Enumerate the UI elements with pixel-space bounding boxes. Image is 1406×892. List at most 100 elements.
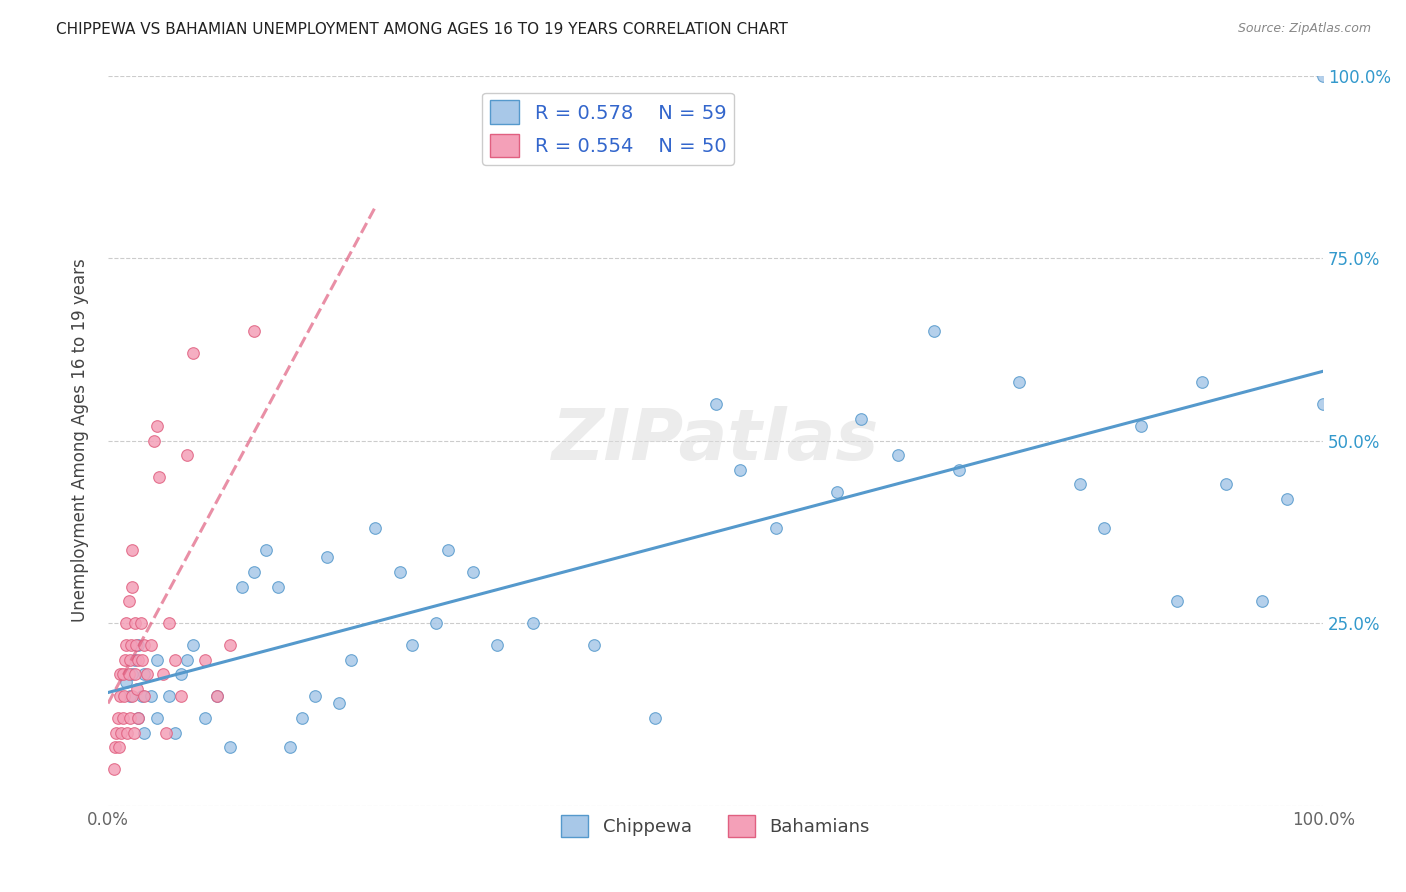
Point — [243, 324, 266, 338]
Point — [485, 638, 508, 652]
Point — [108, 667, 131, 681]
Point — [181, 638, 204, 652]
Point — [124, 653, 146, 667]
Point — [1312, 69, 1334, 83]
Point — [181, 346, 204, 360]
Point — [139, 638, 162, 652]
Point — [851, 411, 873, 425]
Point — [134, 667, 156, 681]
Text: Source: ZipAtlas.com: Source: ZipAtlas.com — [1237, 22, 1371, 36]
Point — [948, 463, 970, 477]
Point — [401, 638, 423, 652]
Point — [122, 725, 145, 739]
Point — [134, 689, 156, 703]
Point — [115, 638, 138, 652]
Point — [145, 653, 167, 667]
Point — [1092, 521, 1115, 535]
Point — [108, 689, 131, 703]
Point — [170, 689, 193, 703]
Point — [121, 543, 143, 558]
Point — [135, 667, 157, 681]
Point — [254, 543, 277, 558]
Point — [148, 470, 170, 484]
Point — [304, 689, 326, 703]
Point — [278, 740, 301, 755]
Point — [1166, 594, 1188, 608]
Point — [127, 711, 149, 725]
Point — [145, 419, 167, 434]
Point — [176, 448, 198, 462]
Point — [243, 565, 266, 579]
Point — [118, 711, 141, 725]
Point — [887, 448, 910, 462]
Point — [1129, 419, 1152, 434]
Point — [825, 484, 848, 499]
Point — [124, 667, 146, 681]
Point — [425, 616, 447, 631]
Point — [112, 689, 135, 703]
Point — [118, 653, 141, 667]
Point — [121, 667, 143, 681]
Point — [118, 689, 141, 703]
Point — [176, 653, 198, 667]
Point — [107, 711, 129, 725]
Point — [315, 550, 337, 565]
Point — [1191, 375, 1213, 389]
Point — [704, 397, 727, 411]
Point — [125, 638, 148, 652]
Point — [1008, 375, 1031, 389]
Point — [115, 674, 138, 689]
Point — [765, 521, 787, 535]
Point — [231, 580, 253, 594]
Point — [108, 740, 131, 755]
Point — [145, 711, 167, 725]
Point — [104, 740, 127, 755]
Point — [1312, 397, 1334, 411]
Point — [117, 594, 139, 608]
Point — [1251, 594, 1274, 608]
Point — [110, 725, 132, 739]
Point — [218, 740, 240, 755]
Point — [131, 689, 153, 703]
Point — [207, 689, 229, 703]
Point — [1275, 491, 1298, 506]
Point — [121, 580, 143, 594]
Point — [155, 725, 177, 739]
Point — [134, 638, 156, 652]
Point — [328, 697, 350, 711]
Point — [103, 762, 125, 776]
Point — [127, 681, 149, 696]
Point — [1215, 477, 1237, 491]
Point — [291, 711, 314, 725]
Point — [127, 711, 149, 725]
Point — [163, 653, 186, 667]
Point — [127, 653, 149, 667]
Point — [120, 638, 142, 652]
Legend: Chippewa, Bahamians: Chippewa, Bahamians — [554, 807, 877, 844]
Point — [157, 689, 180, 703]
Point — [152, 667, 174, 681]
Point — [194, 711, 217, 725]
Text: ZIPatlas: ZIPatlas — [553, 406, 879, 475]
Point — [134, 725, 156, 739]
Point — [194, 653, 217, 667]
Point — [388, 565, 411, 579]
Point — [340, 653, 363, 667]
Point — [1069, 477, 1091, 491]
Point — [117, 667, 139, 681]
Point — [131, 653, 153, 667]
Point — [644, 711, 666, 725]
Point — [267, 580, 290, 594]
Point — [170, 667, 193, 681]
Point — [437, 543, 460, 558]
Point — [163, 725, 186, 739]
Point — [121, 689, 143, 703]
Point — [522, 616, 544, 631]
Point — [461, 565, 484, 579]
Point — [364, 521, 387, 535]
Point — [114, 653, 136, 667]
Point — [139, 689, 162, 703]
Point — [117, 725, 139, 739]
Point — [129, 616, 152, 631]
Point — [143, 434, 166, 448]
